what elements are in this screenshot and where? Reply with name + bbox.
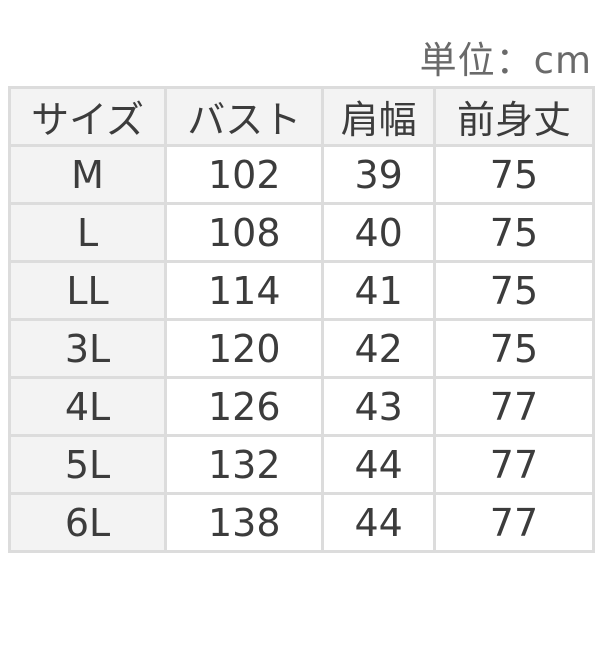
cell-shoulder: 41 — [321, 260, 436, 321]
cell-shoulder: 42 — [321, 318, 436, 379]
cell-size: 4L — [7, 376, 168, 437]
table-row: L 108 40 75 — [7, 202, 596, 263]
table-row: 5L 132 44 77 — [7, 434, 596, 495]
cell-bust: 114 — [164, 260, 325, 321]
size-table: サイズ バスト 肩幅 前身丈 M 102 39 75 L 108 40 75 LL 114 41 75… — [7, 86, 596, 553]
header-length: 前身丈 — [432, 86, 596, 147]
cell-length: 75 — [432, 318, 596, 379]
cell-bust: 132 — [164, 434, 325, 495]
cell-size: 3L — [7, 318, 168, 379]
table-row: 4L 126 43 77 — [7, 376, 596, 437]
cell-shoulder: 39 — [321, 144, 436, 205]
header-shoulder: 肩幅 — [321, 86, 436, 147]
cell-size: 5L — [7, 434, 168, 495]
cell-bust: 120 — [164, 318, 325, 379]
table-row: M 102 39 75 — [7, 144, 596, 205]
cell-shoulder: 43 — [321, 376, 436, 437]
cell-length: 75 — [432, 144, 596, 205]
cell-shoulder: 40 — [321, 202, 436, 263]
cell-size: L — [7, 202, 168, 263]
table-row: LL 114 41 75 — [7, 260, 596, 321]
cell-length: 75 — [432, 260, 596, 321]
table-row: 6L 138 44 77 — [7, 492, 596, 553]
header-row: サイズ バスト 肩幅 前身丈 — [7, 86, 596, 147]
cell-length: 77 — [432, 492, 596, 553]
cell-shoulder: 44 — [321, 492, 436, 553]
header-bust: バスト — [164, 86, 325, 147]
cell-bust: 126 — [164, 376, 325, 437]
table-row: 3L 120 42 75 — [7, 318, 596, 379]
cell-bust: 108 — [164, 202, 325, 263]
cell-length: 77 — [432, 376, 596, 437]
cell-bust: 138 — [164, 492, 325, 553]
header-size: サイズ — [7, 86, 168, 147]
cell-size: M — [7, 144, 168, 205]
cell-size: 6L — [7, 492, 168, 553]
unit-label: 単位：cm — [419, 39, 592, 82]
cell-length: 77 — [432, 434, 596, 495]
cell-bust: 102 — [164, 144, 325, 205]
cell-shoulder: 44 — [321, 434, 436, 495]
cell-length: 75 — [432, 202, 596, 263]
cell-size: LL — [7, 260, 168, 321]
